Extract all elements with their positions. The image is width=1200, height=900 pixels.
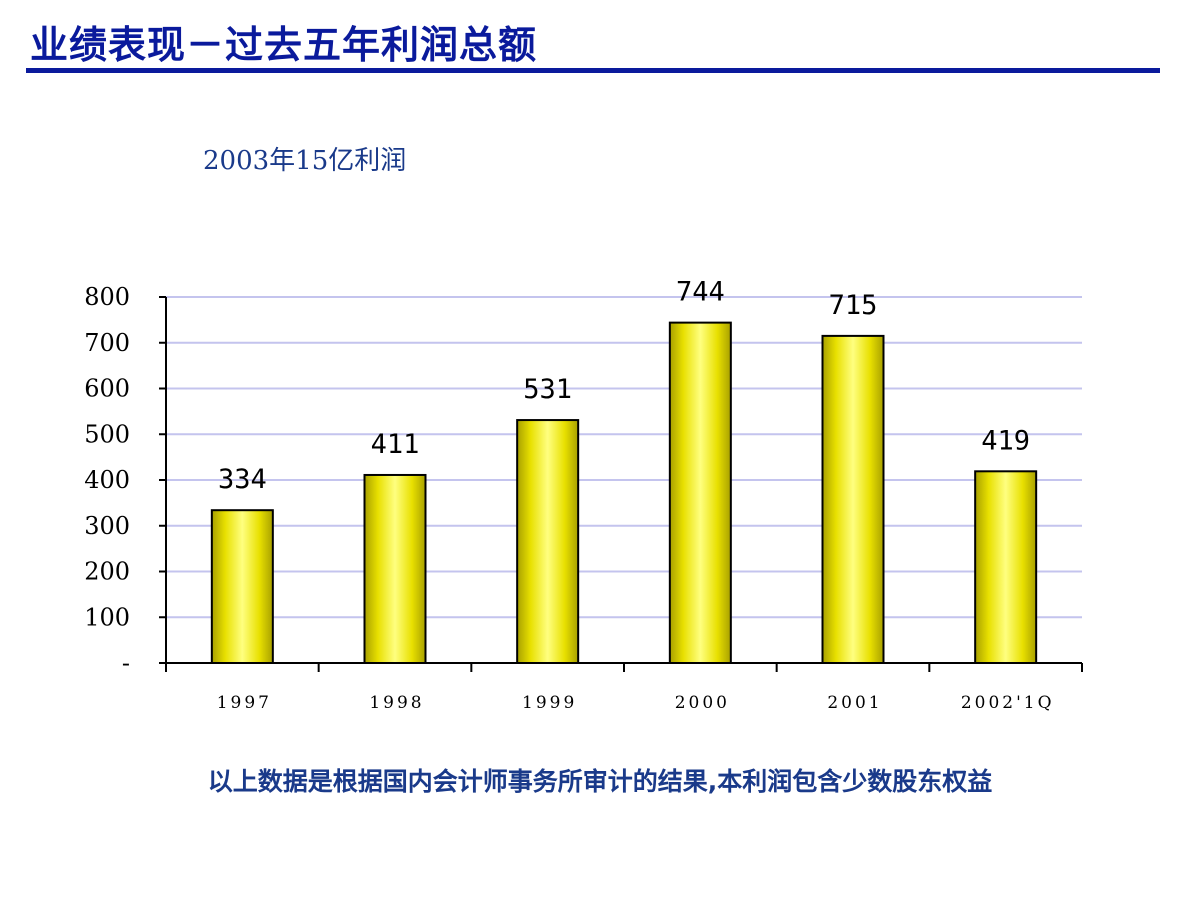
bar-2000 bbox=[668, 321, 732, 664]
y-tick-label: 600 bbox=[84, 375, 130, 403]
y-tick-label: 200 bbox=[84, 558, 130, 586]
y-tick-label: - bbox=[122, 649, 130, 677]
bar-1999 bbox=[516, 419, 580, 664]
data-label: 531 bbox=[523, 374, 572, 405]
footnote: 以上数据是根据国内会计师事务所审计的结果,本利润包含少数股东权益 bbox=[207, 767, 993, 796]
labels: 334 1997 411 1998 531 1999 744 2000 715 2001 419 20… bbox=[217, 277, 1055, 713]
gridlines bbox=[166, 296, 1082, 619]
page-title: 业绩表现－过去五年利润总额 bbox=[30, 23, 538, 67]
bars bbox=[210, 321, 1038, 664]
x-tick-label: 1998 bbox=[369, 693, 424, 713]
y-tick-label: 700 bbox=[84, 329, 130, 357]
data-label: 334 bbox=[218, 464, 267, 495]
axes: - 100 200 300 400 500 600 700 800 bbox=[84, 283, 1083, 677]
title-rule bbox=[26, 68, 1160, 73]
data-label: 715 bbox=[829, 290, 878, 321]
bar-1997 bbox=[210, 509, 274, 664]
y-tick-label: 300 bbox=[84, 512, 130, 540]
data-label: 419 bbox=[981, 425, 1030, 456]
x-tick-label: 2001 bbox=[827, 693, 882, 713]
data-label: 744 bbox=[676, 277, 725, 308]
bar-2001 bbox=[821, 334, 885, 664]
x-tick-label: 1997 bbox=[217, 693, 272, 713]
x-tick-label: 2002'1Q bbox=[961, 693, 1055, 713]
data-label: 411 bbox=[371, 429, 420, 460]
y-tick-label: 400 bbox=[84, 466, 130, 494]
x-tick-label: 1999 bbox=[522, 693, 577, 713]
bar-1998 bbox=[363, 473, 427, 664]
y-tick-label: 500 bbox=[84, 420, 130, 448]
y-tick-label: 800 bbox=[84, 283, 130, 311]
y-tick-label: 100 bbox=[84, 603, 130, 631]
bar-2002'1Q bbox=[974, 470, 1038, 664]
chart-annotation: 2003年15亿利润 bbox=[203, 146, 407, 176]
x-tick-label: 2000 bbox=[675, 693, 730, 713]
